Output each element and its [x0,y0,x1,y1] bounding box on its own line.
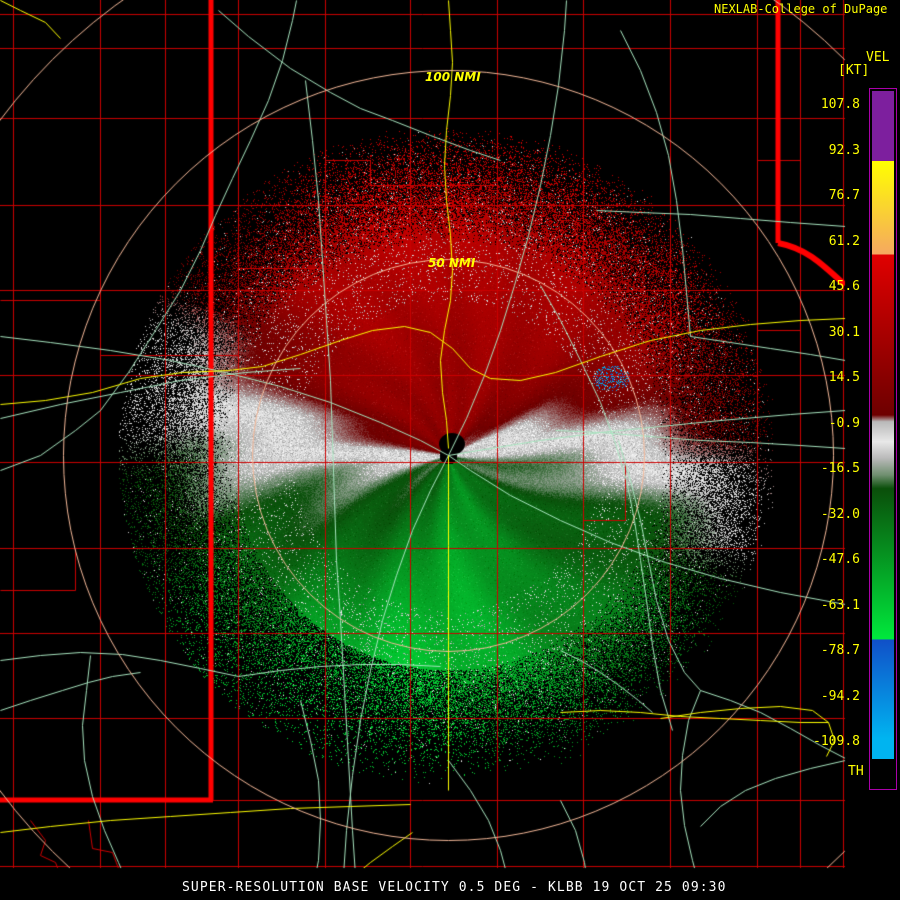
colorbar-gradient [872,91,894,759]
product-caption: SUPER-RESOLUTION BASE VELOCITY 0.5 DEG -… [182,880,727,895]
colorbar-units-label: [KT] [838,63,870,78]
range-ring-label-50nmi: 50 NMI [428,256,476,270]
colorbar-threshold-label: TH [848,764,864,779]
range-ring-label-100nmi: 100 NMI [425,70,481,84]
velocity-colorbar[interactable] [869,88,897,790]
colorbar-title: VEL [866,50,890,65]
attribution-label: NEXLAB-College of DuPage [714,2,888,16]
